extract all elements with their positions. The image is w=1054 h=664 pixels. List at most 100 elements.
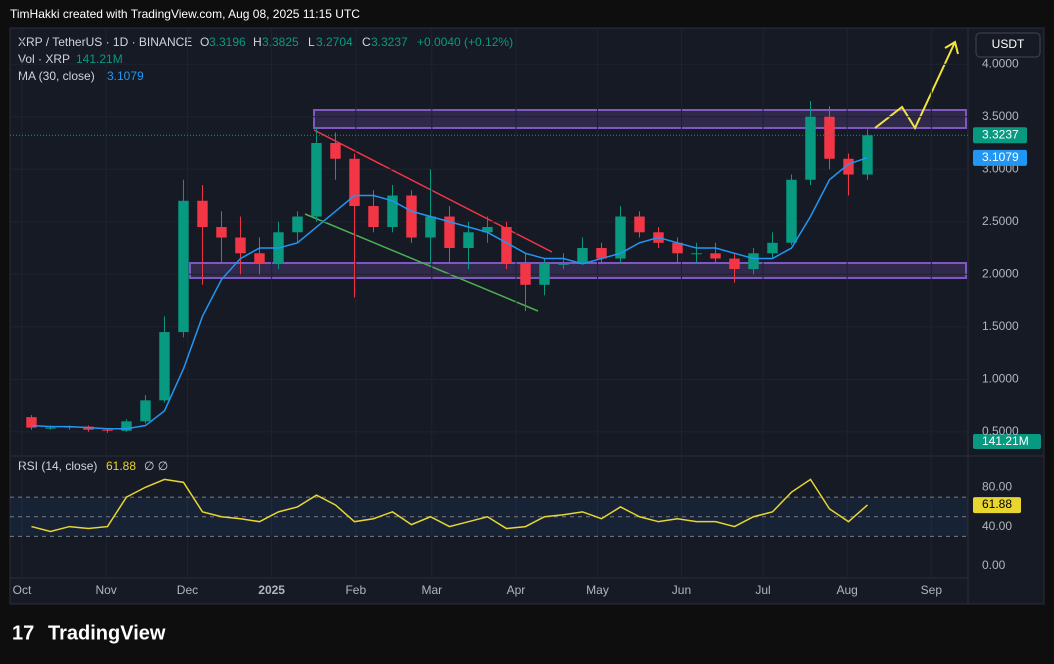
- currency-button[interactable]: [975, 32, 1041, 58]
- rsi-band: [10, 497, 968, 537]
- candle-body: [368, 206, 379, 228]
- candle-body: [710, 253, 721, 259]
- candle-body: [482, 227, 493, 233]
- candle-body: [577, 248, 588, 264]
- x-tick-label: May: [586, 583, 609, 597]
- x-tick-label: Sep: [921, 583, 943, 597]
- candle-body: [767, 242, 778, 254]
- candle-body: [463, 232, 474, 249]
- candle-body: [729, 258, 740, 270]
- candle-body: [824, 116, 835, 159]
- y-tick-label: 3.5000: [982, 109, 1019, 123]
- candle-body: [140, 400, 151, 422]
- candle-body: [539, 263, 550, 285]
- legend-label: H: [253, 35, 262, 49]
- ma-label: MA (30, close): [18, 69, 95, 83]
- candle-body: [216, 227, 227, 238]
- volume-label: Vol · XRP: [18, 52, 70, 66]
- rsi-tag-text: 61.88: [982, 497, 1012, 511]
- candle-body: [102, 429, 113, 431]
- ma-line: [31, 157, 868, 430]
- ma-tag: [973, 149, 1027, 166]
- legend-change: +0.0040 (+0.12%): [417, 35, 513, 49]
- candle-body: [805, 116, 816, 180]
- legend-label: C: [362, 35, 371, 49]
- rsi-tag: [973, 497, 1021, 514]
- candle-body: [311, 143, 322, 217]
- x-tick-label: 2025: [258, 583, 285, 597]
- credit: TimHakki created with TradingView.com, A…: [10, 7, 360, 21]
- currency[interactable]: USDT: [992, 37, 1025, 51]
- candle-body: [501, 227, 512, 264]
- x-tick-label: Nov: [95, 583, 116, 597]
- candle-body: [843, 158, 854, 175]
- arrow-head: [944, 40, 959, 55]
- volume-value: 141.21M: [76, 52, 123, 66]
- candle-body: [558, 263, 569, 265]
- y-tick-label: 0.5000: [982, 424, 1019, 438]
- candle-body: [444, 216, 455, 249]
- legend-value: 3.2704: [316, 35, 353, 49]
- candle-body: [634, 216, 645, 233]
- candle-body: [178, 200, 189, 333]
- support-zone: [189, 262, 967, 279]
- candle-body: [862, 135, 873, 175]
- candle-body: [786, 179, 797, 243]
- rsi-icons: ∅ ∅: [144, 459, 168, 473]
- volume-tag: [973, 434, 1041, 449]
- x-tick-label: Jun: [672, 583, 691, 597]
- rsi-value: 61.88: [106, 459, 136, 473]
- x-tick-label: Aug: [836, 583, 857, 597]
- candle-body: [330, 143, 341, 159]
- candle-body: [159, 332, 170, 401]
- x-tick-label: Oct: [13, 583, 32, 597]
- candle-body: [596, 248, 607, 259]
- x-tick-label: Mar: [421, 583, 442, 597]
- x-tick-label: Jul: [755, 583, 770, 597]
- trend-line: [304, 213, 539, 312]
- candle-body: [615, 216, 626, 259]
- price-tag: [973, 127, 1027, 144]
- candle-body: [292, 216, 303, 233]
- candle-body: [691, 253, 702, 255]
- symbol: XRP / TetherUS · 1D · BINANCE: [18, 35, 192, 49]
- ma-tag-text: 3.1079: [982, 150, 1019, 164]
- volume-tag-text: 141.21M: [982, 434, 1029, 448]
- ma-value: 3.1079: [107, 69, 144, 83]
- candle-body: [349, 158, 360, 207]
- logo: 17 TradingView: [12, 622, 166, 644]
- y-tick-label: 2.0000: [982, 266, 1019, 280]
- candle-body: [235, 237, 246, 254]
- x-tick-label: Feb: [345, 583, 366, 597]
- candle-body: [425, 216, 436, 238]
- candle-body: [406, 195, 417, 238]
- rsi-tick-label: 0.00: [982, 558, 1006, 572]
- y-tick-label: 2.5000: [982, 214, 1019, 228]
- rsi-label: RSI (14, close): [18, 459, 97, 473]
- legend-value: 3.3237: [371, 35, 408, 49]
- rsi-line: [31, 478, 868, 533]
- candle-body: [45, 427, 56, 429]
- logo-mark: 17: [12, 622, 34, 644]
- rsi-tick-label: 40.00: [982, 519, 1012, 533]
- projection-arrow: [874, 41, 956, 131]
- brand: TradingView: [48, 622, 166, 644]
- legend-label: L: [308, 35, 315, 49]
- candle-body: [748, 253, 759, 270]
- candle-body: [672, 242, 683, 254]
- legend-value: 3.3825: [262, 35, 299, 49]
- x-tick-label: Apr: [507, 583, 526, 597]
- price-tag-text: 3.3237: [982, 127, 1019, 141]
- candle-body: [254, 253, 265, 264]
- candle-body: [26, 417, 37, 428]
- candle-body: [197, 200, 208, 228]
- rsi-tick-label: 80.00: [982, 479, 1012, 493]
- candle-body: [121, 421, 132, 431]
- y-tick-label: 1.0000: [982, 371, 1019, 385]
- candle-body: [387, 195, 398, 228]
- trend-line: [313, 129, 553, 253]
- candle-body: [520, 263, 531, 285]
- legend-label: O: [200, 35, 209, 49]
- resistance-zone: [313, 109, 967, 129]
